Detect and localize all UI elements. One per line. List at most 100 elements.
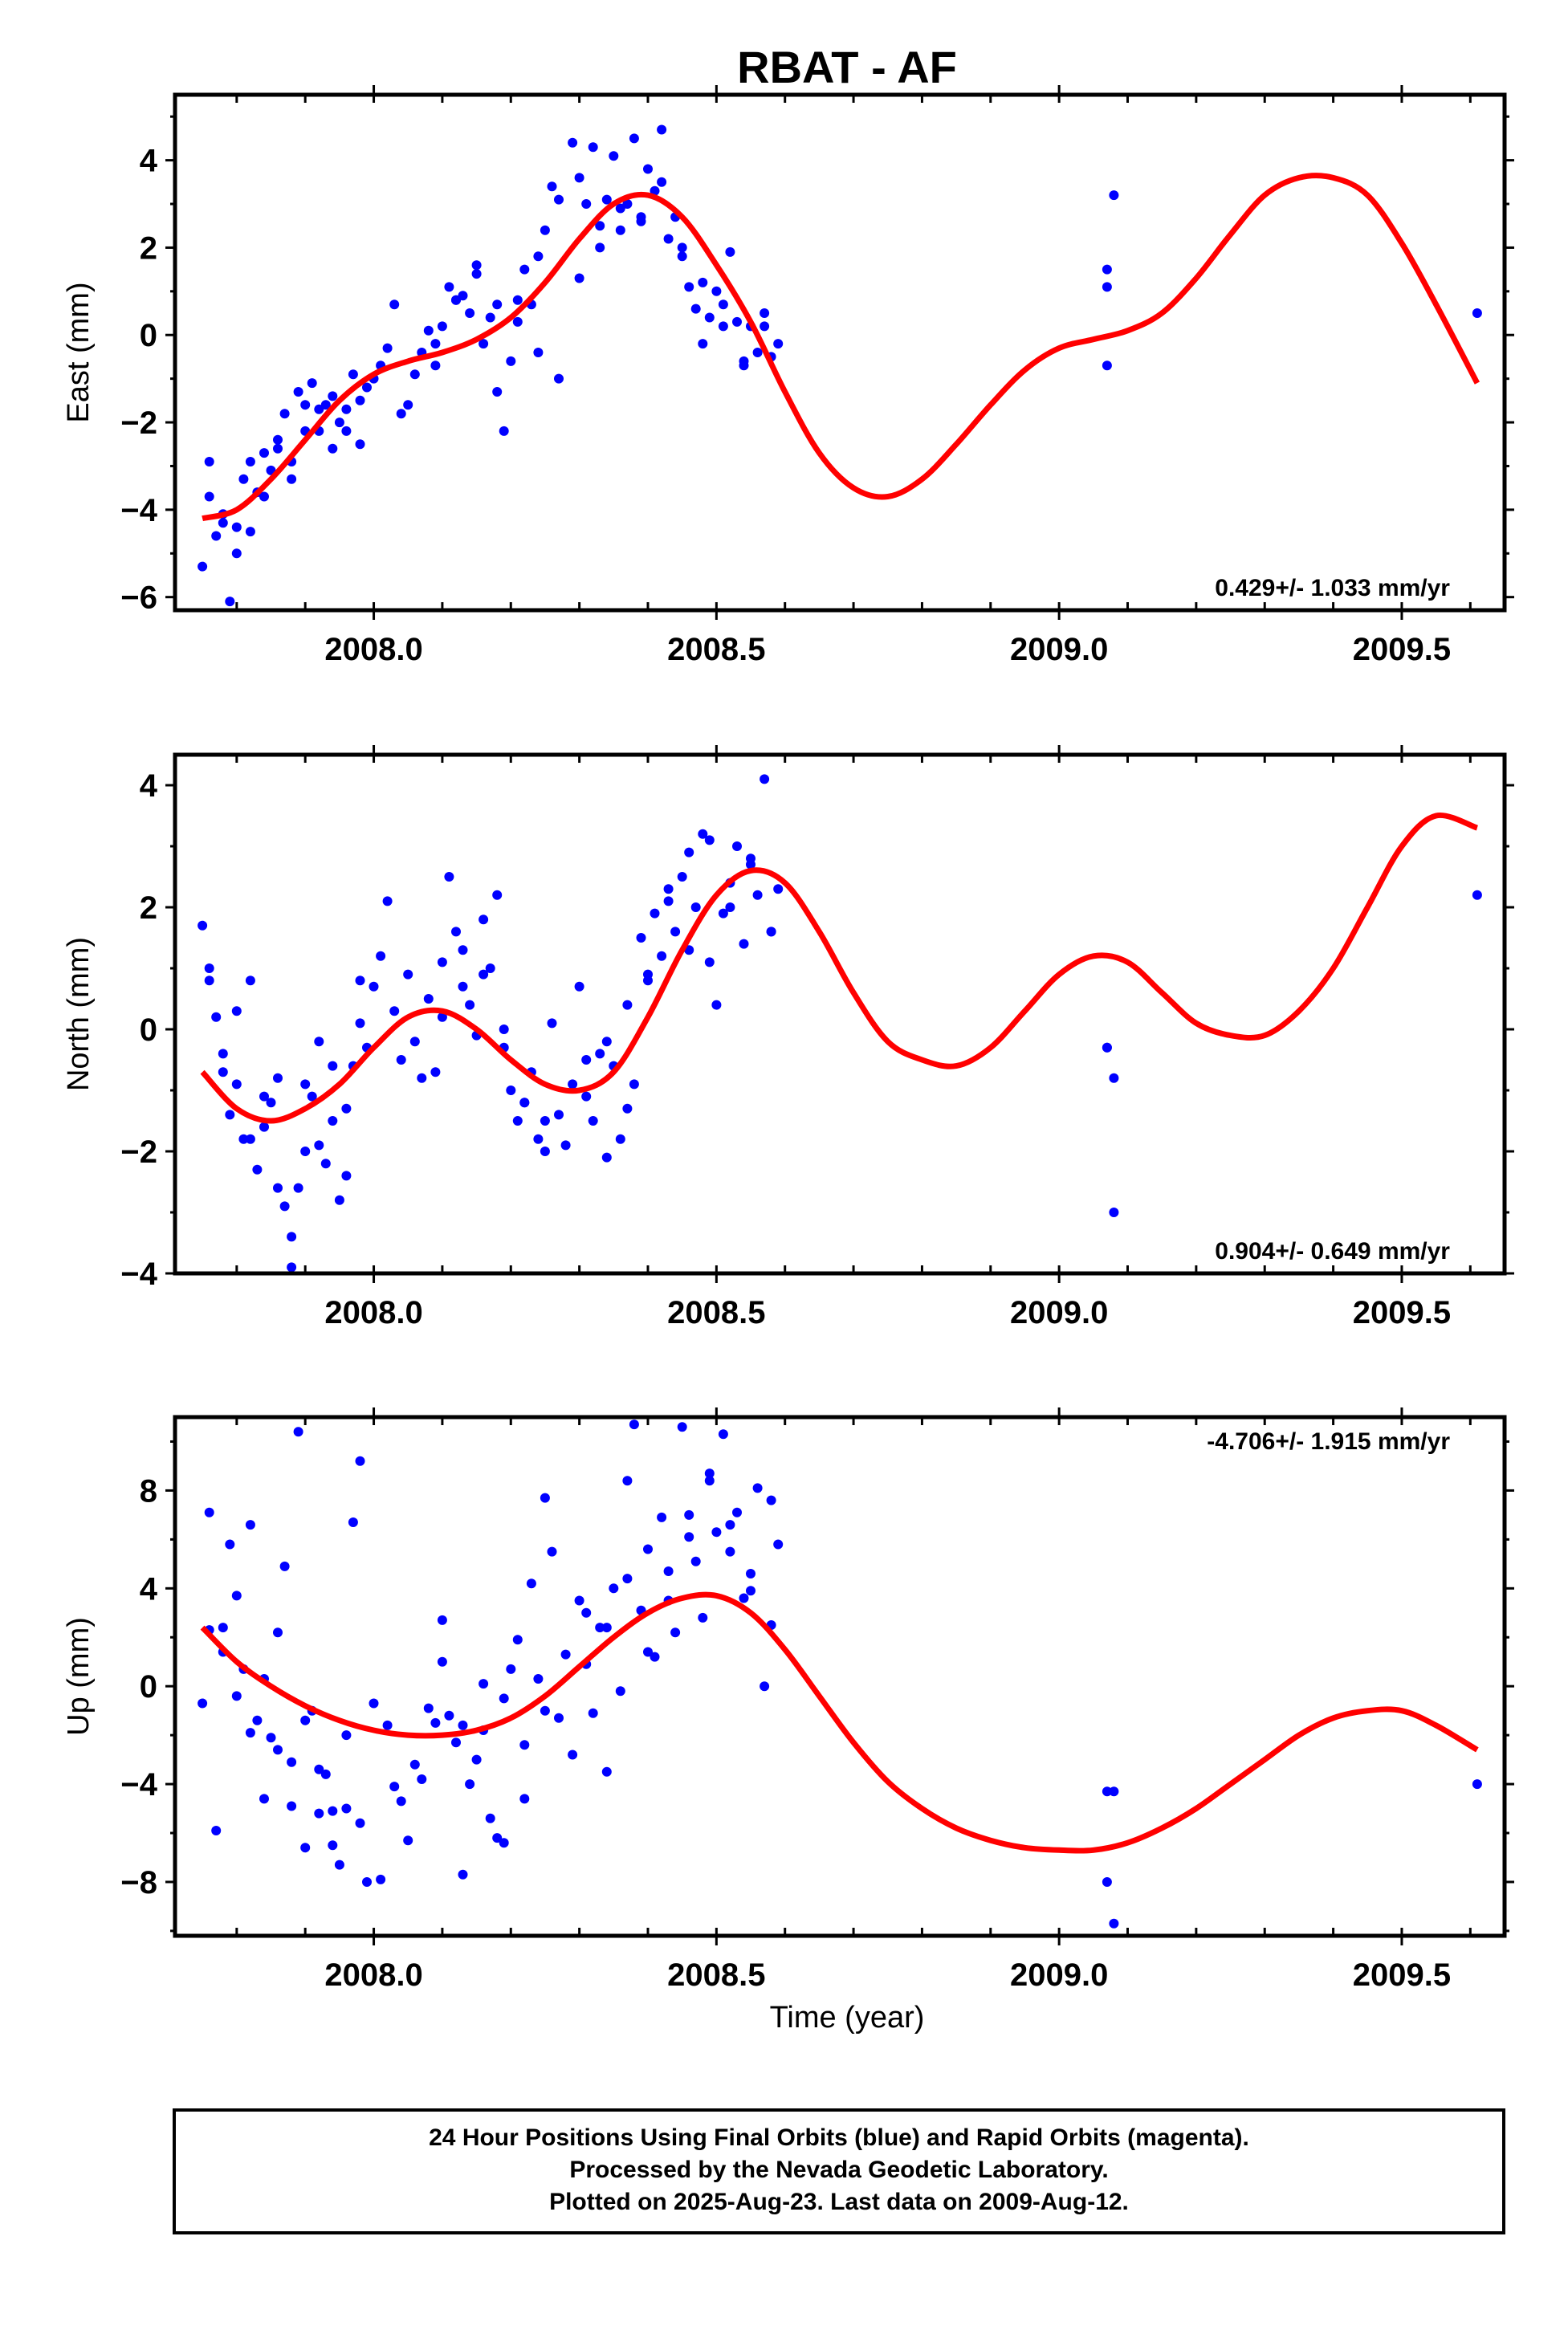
data-point xyxy=(348,369,358,380)
data-point xyxy=(245,527,255,537)
x-tick-label: 2009.5 xyxy=(1353,1295,1451,1330)
data-point xyxy=(698,277,708,287)
data-point xyxy=(1102,1786,1112,1797)
data-point xyxy=(198,561,208,572)
data-point xyxy=(601,1623,612,1633)
data-point xyxy=(622,1000,633,1010)
data-point xyxy=(595,221,605,231)
y-tick-label: −4 xyxy=(120,1257,157,1292)
data-point xyxy=(479,914,489,925)
data-point xyxy=(773,884,784,894)
data-point xyxy=(657,1512,667,1522)
data-point xyxy=(198,920,208,931)
data-point xyxy=(574,273,584,283)
x-tick-label: 2008.5 xyxy=(667,632,765,667)
data-point xyxy=(341,404,352,414)
data-point xyxy=(471,1754,482,1765)
y-tick-label: 2 xyxy=(140,230,157,266)
data-point xyxy=(314,1037,324,1047)
data-point xyxy=(465,1000,475,1010)
data-point xyxy=(506,356,516,366)
data-point xyxy=(307,378,317,389)
data-point xyxy=(245,457,255,466)
figure-title: RBAT - AF xyxy=(737,42,957,92)
data-point xyxy=(293,387,303,397)
data-point xyxy=(684,847,694,857)
data-point xyxy=(499,426,509,436)
data-point xyxy=(259,1794,269,1804)
data-point xyxy=(259,448,269,458)
data-point xyxy=(231,522,242,532)
data-point xyxy=(492,1833,503,1843)
data-point xyxy=(643,164,653,174)
data-point xyxy=(300,1079,311,1090)
data-point xyxy=(718,321,728,332)
x-tick-label: 2009.0 xyxy=(1010,1295,1108,1330)
data-point xyxy=(547,1018,557,1029)
data-point xyxy=(334,1195,344,1205)
data-point xyxy=(499,1693,509,1704)
data-point xyxy=(198,1698,208,1709)
data-point xyxy=(355,976,365,986)
data-point xyxy=(451,927,461,937)
data-point xyxy=(657,124,667,135)
data-point xyxy=(773,1539,784,1550)
data-point xyxy=(266,1098,276,1108)
data-point xyxy=(725,902,735,912)
data-point xyxy=(273,434,283,445)
data-point xyxy=(746,853,755,864)
data-point xyxy=(1472,890,1482,900)
data-point xyxy=(320,1769,331,1779)
y-tick-label: 8 xyxy=(140,1473,157,1509)
data-point xyxy=(581,199,592,209)
data-point xyxy=(492,387,503,397)
data-point xyxy=(540,1493,550,1503)
data-point xyxy=(423,1703,434,1713)
data-point xyxy=(547,1546,557,1557)
data-point xyxy=(519,264,530,275)
data-point xyxy=(760,321,770,332)
data-point xyxy=(328,1806,338,1816)
data-point xyxy=(458,981,468,992)
x-tick-label: 2008.0 xyxy=(324,632,422,667)
data-point xyxy=(458,291,468,301)
data-point xyxy=(554,194,564,205)
data-point xyxy=(231,1691,242,1701)
data-point xyxy=(485,963,495,973)
up-fit-curve xyxy=(200,1591,1479,1854)
data-point xyxy=(328,391,338,401)
footer-line-2: Processed by the Nevada Geodetic Laborat… xyxy=(569,2157,1108,2183)
data-point xyxy=(690,902,701,912)
data-point xyxy=(636,933,646,943)
data-point xyxy=(588,1708,598,1718)
data-point xyxy=(328,1061,338,1071)
data-point xyxy=(444,872,454,882)
data-point xyxy=(615,1686,625,1697)
data-point xyxy=(225,1110,235,1120)
y-tick-label: 0 xyxy=(140,1669,157,1705)
data-point xyxy=(629,133,639,144)
data-point xyxy=(574,173,584,183)
data-point xyxy=(218,1049,228,1059)
data-point xyxy=(355,439,365,450)
data-point xyxy=(231,1591,242,1601)
data-point xyxy=(595,242,605,253)
y-tick-label: −8 xyxy=(120,1865,157,1900)
data-point xyxy=(204,491,214,502)
data-point xyxy=(663,884,674,894)
data-point xyxy=(1102,360,1112,371)
y-tick-label: −6 xyxy=(120,580,157,616)
data-point xyxy=(704,835,715,845)
data-point xyxy=(245,1520,255,1530)
data-point xyxy=(300,1843,311,1853)
data-point xyxy=(643,1544,653,1554)
data-point xyxy=(588,1116,598,1126)
data-point xyxy=(581,1091,592,1102)
data-point xyxy=(622,1574,633,1584)
data-point xyxy=(690,1556,701,1566)
data-point xyxy=(663,896,674,906)
data-point xyxy=(225,597,235,607)
data-point xyxy=(718,299,728,310)
data-point xyxy=(663,234,674,244)
